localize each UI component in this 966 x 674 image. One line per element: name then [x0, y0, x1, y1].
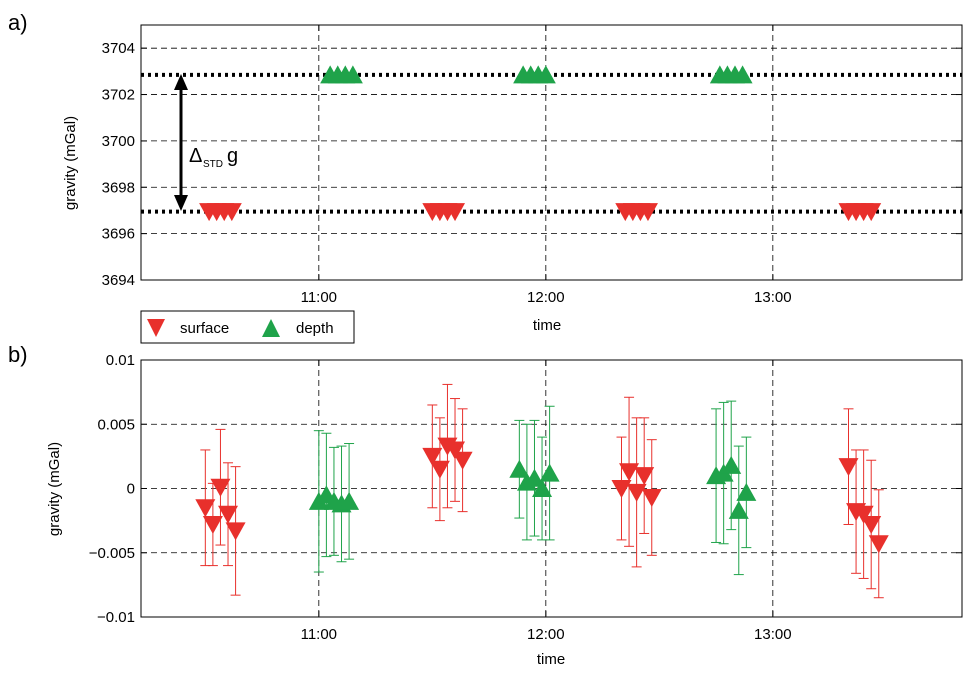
depth-marker: [509, 459, 530, 478]
surface-marker: [634, 467, 655, 486]
y-tick-label: 3700: [102, 133, 135, 150]
surface-marker: [626, 483, 647, 502]
panel-b-ylabel: gravity (mGal): [46, 442, 63, 536]
plot-area: [141, 25, 962, 280]
surface-marker: [221, 203, 242, 222]
surface-marker: [619, 463, 640, 482]
x-tick-label: 11:00: [301, 626, 337, 643]
panel-b: −0.01 −0.005 0 0.005 0.01 11:00 12:00 13:00: [89, 352, 963, 643]
delta-subscript: STD: [203, 159, 223, 170]
legend: surface depth: [140, 310, 355, 344]
x-tick-label: 12:00: [527, 289, 565, 306]
surface-marker: [641, 488, 662, 507]
surface-marker: [429, 460, 450, 479]
depth-marker: [721, 455, 742, 474]
surface-marker: [218, 505, 239, 524]
depth-marker: [535, 65, 556, 84]
depth-marker: [728, 500, 749, 519]
surface-marker: [861, 515, 882, 534]
y-tick-label: 0.01: [106, 352, 135, 369]
surface-marker: [195, 499, 216, 518]
legend-depth-label: depth: [296, 320, 334, 337]
delta-g: g: [227, 145, 238, 167]
panel-b-xlabel: time: [537, 651, 565, 668]
legend-surface-marker: [147, 319, 165, 337]
panel-a-xlabel: time: [533, 317, 561, 334]
surface-marker: [225, 522, 246, 541]
surface-marker: [853, 505, 874, 524]
x-tick-label: 11:00: [301, 289, 337, 306]
y-tick-label: −0.005: [89, 545, 135, 562]
surface-marker: [861, 203, 882, 222]
surface-marker: [445, 203, 466, 222]
surface-marker: [422, 447, 443, 466]
delta-arrow-head-up: [174, 74, 188, 90]
panel-b-label: b): [8, 342, 28, 367]
delta-arrow-head-down: [174, 195, 188, 211]
depth-marker: [539, 463, 560, 482]
y-tick-label: 0.005: [97, 416, 135, 433]
surface-marker: [202, 515, 223, 534]
surface-marker: [838, 458, 859, 477]
delta-symbol: Δ: [189, 145, 202, 167]
surface-marker: [868, 535, 889, 554]
surface-marker: [210, 478, 231, 497]
depth-marker: [732, 65, 753, 84]
surface-marker: [452, 451, 473, 470]
x-tick-label: 13:00: [754, 289, 792, 306]
legend-box: [140, 310, 355, 344]
depth-marker: [339, 491, 360, 510]
depth-marker: [532, 479, 553, 497]
surface-marker: [445, 441, 466, 460]
y-tick-label: 3696: [102, 226, 135, 243]
panel-a-label: a): [8, 10, 28, 35]
plot-frame: [140, 359, 963, 618]
y-tick-label: 3698: [102, 179, 135, 196]
y-tick-label: 0: [127, 481, 135, 498]
y-tick-label: 3704: [102, 40, 135, 57]
panel-a: 3694 3696 3698 3700 3702 3704 11:00 12:00 13:00: [102, 24, 963, 306]
x-tick-label: 13:00: [754, 626, 792, 643]
plot-frame: [140, 24, 963, 281]
legend-surface-label: surface: [180, 320, 229, 337]
x-tick-label: 12:00: [527, 626, 565, 643]
y-tick-label: 3694: [102, 272, 135, 289]
surface-marker: [611, 480, 632, 498]
depth-marker: [524, 468, 545, 487]
depth-marker: [342, 65, 363, 84]
surface-marker: [637, 203, 658, 222]
y-tick-label: 3702: [102, 87, 135, 104]
depth-marker: [736, 482, 757, 501]
legend-depth-marker: [262, 319, 280, 337]
y-tick-label: −0.01: [97, 609, 135, 626]
panel-a-ylabel: gravity (mGal): [62, 116, 79, 210]
delta-std-g-annotation: Δ STD g: [174, 74, 238, 211]
